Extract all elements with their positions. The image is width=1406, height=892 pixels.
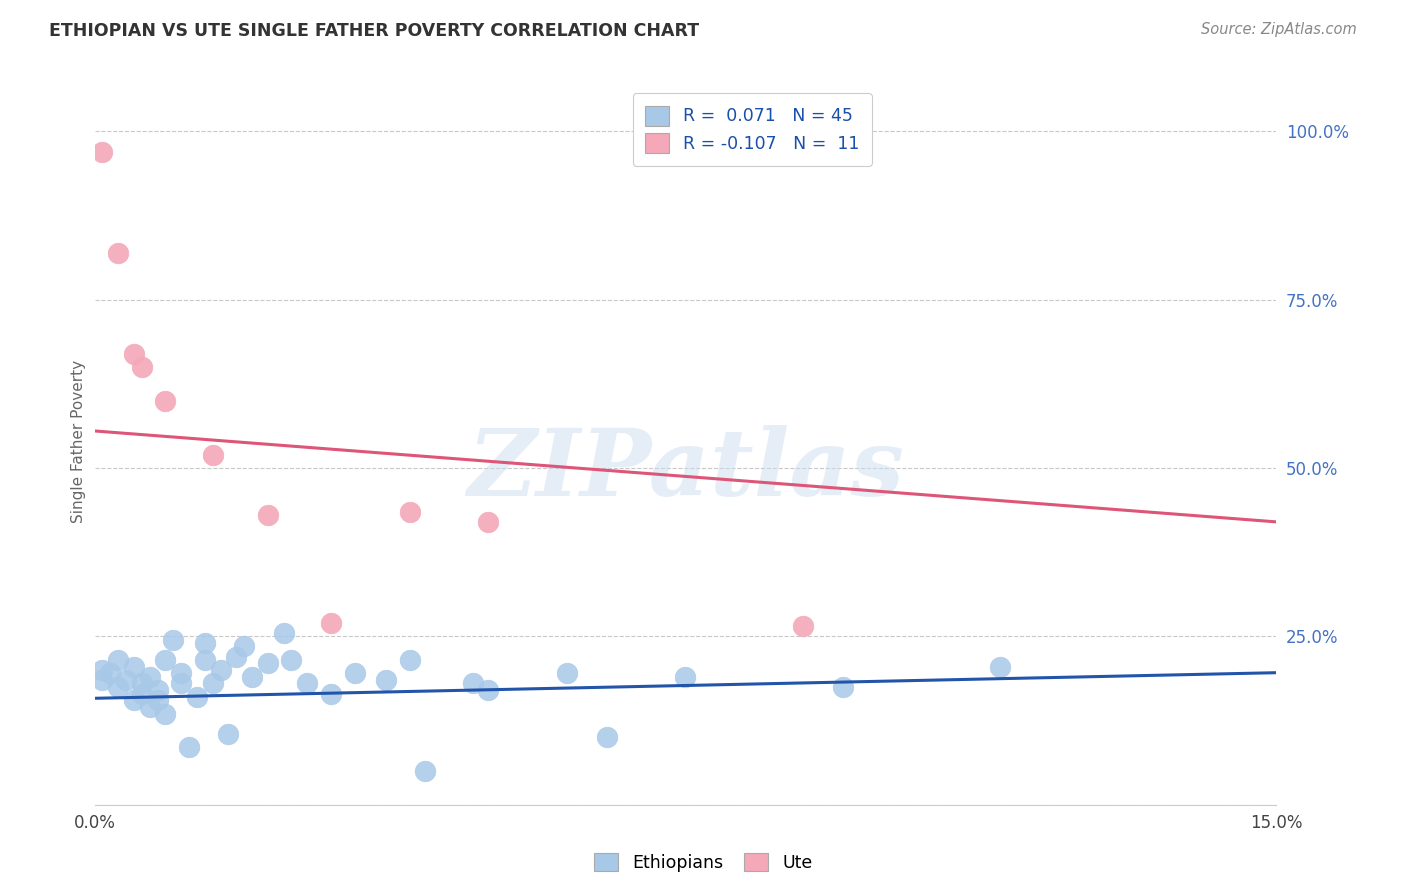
Y-axis label: Single Father Poverty: Single Father Poverty bbox=[72, 359, 86, 523]
Point bbox=[155, 653, 177, 667]
Point bbox=[201, 448, 224, 462]
Point bbox=[375, 673, 398, 687]
Point bbox=[194, 636, 217, 650]
Point bbox=[225, 649, 247, 664]
Point bbox=[673, 670, 696, 684]
Point bbox=[91, 663, 114, 677]
Point bbox=[194, 653, 217, 667]
Point bbox=[162, 632, 184, 647]
Point bbox=[257, 508, 280, 522]
Point bbox=[257, 657, 280, 671]
Point bbox=[155, 706, 177, 721]
Point bbox=[297, 676, 319, 690]
Point bbox=[155, 393, 177, 408]
Point bbox=[218, 727, 240, 741]
Point bbox=[107, 653, 129, 667]
Point bbox=[138, 670, 160, 684]
Point bbox=[398, 505, 420, 519]
Point bbox=[792, 619, 814, 633]
Point bbox=[209, 663, 232, 677]
Point bbox=[170, 676, 193, 690]
Point bbox=[595, 731, 617, 745]
Point bbox=[990, 659, 1012, 673]
Point bbox=[146, 683, 169, 698]
Point bbox=[177, 740, 200, 755]
Point bbox=[186, 690, 208, 704]
Point bbox=[477, 515, 499, 529]
Point bbox=[398, 653, 420, 667]
Point bbox=[319, 687, 342, 701]
Point bbox=[831, 680, 853, 694]
Point bbox=[233, 640, 256, 654]
Point bbox=[319, 615, 342, 630]
Point bbox=[477, 683, 499, 698]
Text: ZIPatlas: ZIPatlas bbox=[467, 425, 904, 516]
Point bbox=[146, 693, 169, 707]
Text: ETHIOPIAN VS UTE SINGLE FATHER POVERTY CORRELATION CHART: ETHIOPIAN VS UTE SINGLE FATHER POVERTY C… bbox=[49, 22, 699, 40]
Point bbox=[280, 653, 302, 667]
Point bbox=[122, 693, 145, 707]
Point bbox=[461, 676, 484, 690]
Point bbox=[273, 626, 295, 640]
Legend: Ethiopians, Ute: Ethiopians, Ute bbox=[586, 847, 820, 879]
Point bbox=[201, 676, 224, 690]
Legend: R =  0.071   N = 45, R = -0.107   N =  11: R = 0.071 N = 45, R = -0.107 N = 11 bbox=[633, 94, 872, 166]
Point bbox=[138, 700, 160, 714]
Point bbox=[170, 666, 193, 681]
Point bbox=[131, 687, 153, 701]
Point bbox=[122, 346, 145, 360]
Point bbox=[115, 673, 138, 687]
Point bbox=[98, 666, 121, 681]
Point bbox=[91, 145, 114, 159]
Point bbox=[131, 359, 153, 374]
Text: Source: ZipAtlas.com: Source: ZipAtlas.com bbox=[1201, 22, 1357, 37]
Point bbox=[91, 673, 114, 687]
Point bbox=[107, 245, 129, 260]
Point bbox=[555, 666, 578, 681]
Point bbox=[107, 680, 129, 694]
Point bbox=[343, 666, 366, 681]
Point bbox=[240, 670, 263, 684]
Point bbox=[122, 659, 145, 673]
Point bbox=[415, 764, 437, 778]
Point bbox=[131, 676, 153, 690]
